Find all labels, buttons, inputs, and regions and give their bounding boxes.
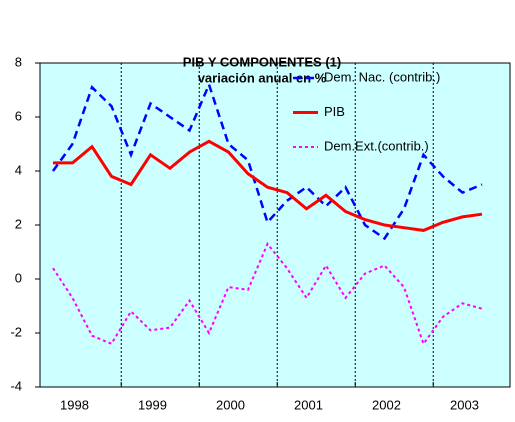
line-series bbox=[51, 81, 483, 241]
y-tick-label: -2 bbox=[10, 324, 22, 339]
x-tick-label: 2002 bbox=[372, 397, 401, 412]
y-tick-label: 6 bbox=[15, 108, 22, 123]
x-tick-label: 1999 bbox=[138, 397, 167, 412]
x-tick-label: 2003 bbox=[450, 397, 479, 412]
x-tick-label: 1998 bbox=[60, 397, 89, 412]
x-tick-label: 2000 bbox=[216, 397, 245, 412]
y-tick-label: 4 bbox=[15, 162, 22, 177]
y-tick-label: -4 bbox=[10, 378, 22, 393]
chart-title: PIB Y COMPONENTES (1) bbox=[183, 54, 341, 69]
plot-area bbox=[39, 62, 511, 388]
y-tick-label: 0 bbox=[15, 270, 22, 285]
y-tick-label: 8 bbox=[15, 54, 22, 69]
legend-label: PIB bbox=[324, 104, 345, 119]
y-tick-label: 2 bbox=[15, 216, 22, 231]
legend-label: Dem.Ext.(contrib.) bbox=[324, 138, 429, 153]
line-series bbox=[53, 139, 483, 232]
x-tick-label: 2001 bbox=[294, 397, 323, 412]
chart-subtitle: variación anual en % bbox=[198, 70, 327, 85]
line-series bbox=[52, 241, 483, 346]
legend-label: Dem. Nac. (contrib.) bbox=[324, 69, 440, 84]
